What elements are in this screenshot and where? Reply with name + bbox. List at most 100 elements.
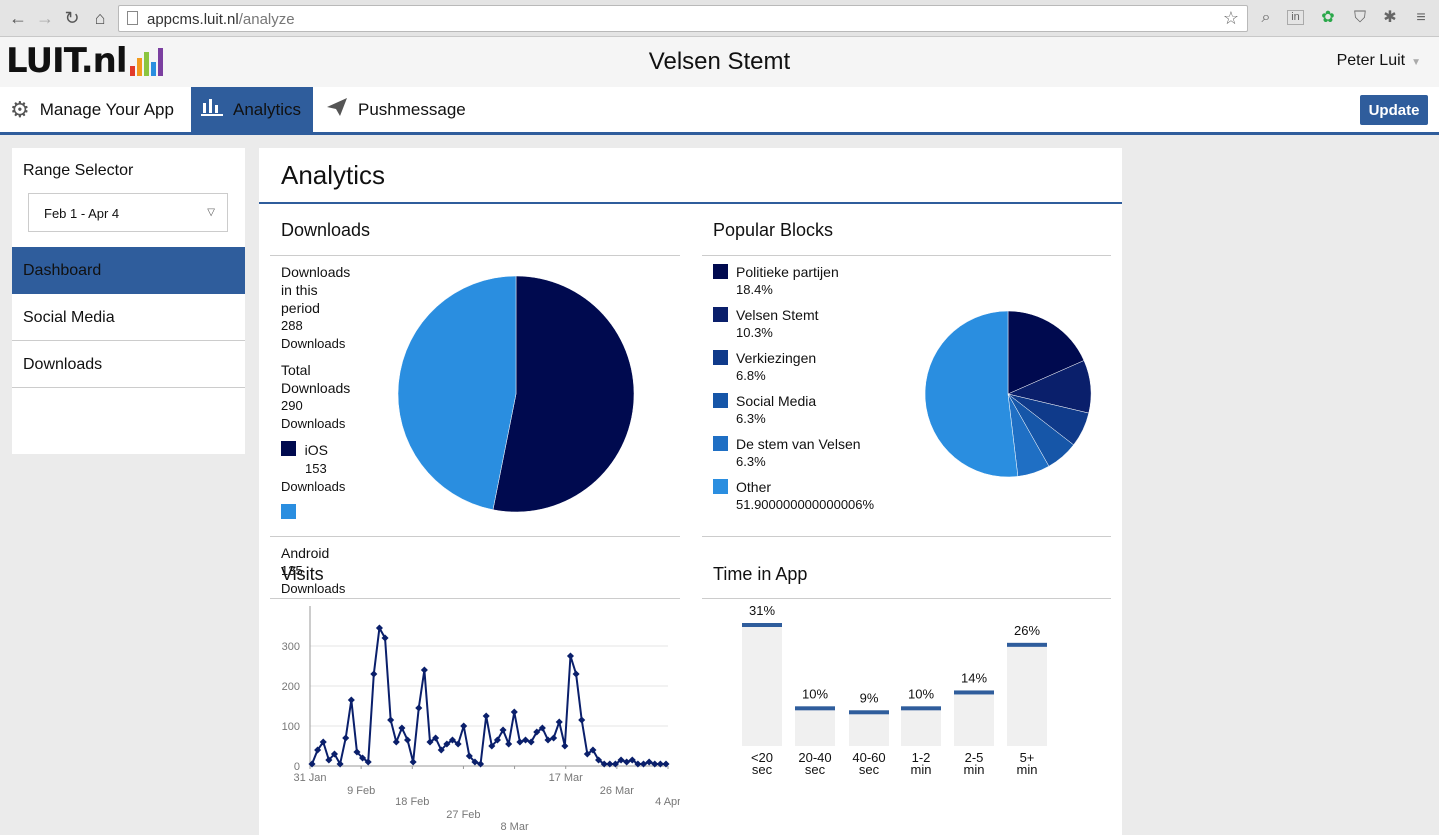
- user-menu[interactable]: Peter Luit ▼: [1336, 52, 1421, 69]
- visits-point: [488, 742, 496, 750]
- visits-point: [432, 734, 440, 742]
- time-category-label: <20: [751, 750, 773, 765]
- caret-down-icon: ▼: [1411, 57, 1421, 68]
- logo-bars-icon: [129, 46, 163, 76]
- legend-label: De stem van Velsen: [736, 436, 861, 452]
- visits-point: [533, 728, 541, 736]
- visits-point: [482, 712, 490, 720]
- zoom-icon[interactable]: ⌕: [1261, 9, 1271, 26]
- visits-point: [460, 722, 468, 730]
- popular-blocks-legend: Politieke partijen 18.4% Velsen Stemt 10.3%…: [713, 264, 874, 522]
- tab-analytics[interactable]: Analytics: [191, 87, 313, 132]
- visits-point: [544, 736, 552, 744]
- time-category-label: min: [1017, 762, 1038, 777]
- downloads-divider: [270, 255, 680, 256]
- time-bar-cap: [901, 706, 941, 711]
- home-icon[interactable]: ⌂: [94, 8, 106, 28]
- visits-point: [314, 746, 322, 754]
- visits-point: [651, 760, 659, 768]
- android-legend-swatch: [281, 504, 296, 519]
- linkedin-extension-icon[interactable]: in: [1287, 10, 1304, 25]
- visits-point: [639, 760, 648, 768]
- sidebar-item-dashboard[interactable]: Dashboard: [12, 247, 245, 294]
- shield-extension-icon[interactable]: ⛉: [1353, 9, 1366, 26]
- back-icon[interactable]: ←: [9, 8, 27, 28]
- update-button[interactable]: Update: [1360, 95, 1428, 125]
- extension-green-icon[interactable]: ✿: [1321, 9, 1335, 26]
- visits-point: [505, 740, 513, 748]
- pie-slice-android: [397, 275, 517, 511]
- x-tick-label: 4 Apr: [655, 796, 680, 808]
- visits-point: [510, 708, 518, 716]
- visits-point: [645, 758, 653, 766]
- visits-point: [325, 756, 333, 764]
- visits-point: [454, 740, 462, 748]
- visits-point: [353, 748, 361, 756]
- legend-label: Social Media: [736, 393, 817, 409]
- visits-point: [499, 726, 507, 734]
- y-tick-label: 100: [282, 721, 300, 733]
- visits-point: [403, 736, 412, 744]
- legend-item: De stem van Velsen 6.3%: [713, 436, 874, 479]
- sidebar-item-social-media[interactable]: Social Media: [12, 294, 245, 341]
- visits-point: [550, 734, 558, 742]
- time-category-label: min: [964, 762, 985, 777]
- time-bar-cap: [742, 623, 782, 627]
- bug-extension-icon[interactable]: ✱: [1383, 9, 1397, 26]
- visits-point: [606, 760, 614, 768]
- legend-item: Velsen Stemt 10.3%: [713, 307, 874, 350]
- x-tick-label: 9 Feb: [347, 785, 375, 797]
- legend-swatch: [713, 264, 728, 279]
- visits-point: [364, 758, 372, 766]
- visits-line-chart: 0 100 200 300 31 Jan 9 Feb 18 Feb 27 Feb 8 Mar 17…: [282, 606, 680, 833]
- visits-point: [409, 758, 417, 766]
- url-text: appcms.luit.nl/analyze: [147, 11, 295, 28]
- popular-blocks-title: Popular Blocks: [713, 220, 834, 240]
- downloads-stats: Downloads in this period 288 Downloads T…: [281, 263, 371, 598]
- downloads-pie-chart: [397, 275, 635, 513]
- time-category-label: 40-60: [852, 750, 885, 765]
- main-tab-bar: ⚙ Manage Your App Analytics Pushmessage …: [0, 87, 1439, 135]
- app-header: LUIT.nl Velsen Stemt Peter Luit ▼: [0, 37, 1439, 87]
- section-divider-right: [702, 536, 1111, 537]
- address-bar[interactable]: appcms.luit.nl/analyze ☆: [118, 5, 1248, 32]
- time-bar: [849, 710, 889, 746]
- visits-point: [415, 704, 423, 712]
- x-tick-label: 27 Feb: [446, 809, 480, 821]
- visits-point: [398, 724, 406, 732]
- legend-item: Other 51.900000000000006%: [713, 479, 874, 522]
- reload-icon[interactable]: ↻: [64, 8, 80, 28]
- legend-swatch: [713, 479, 728, 494]
- luit-logo[interactable]: LUIT.nl: [6, 41, 163, 81]
- time-category-label: min: [911, 762, 932, 777]
- pie-slice-politieke-partijen: [1007, 310, 1085, 395]
- visits-point: [336, 760, 344, 768]
- visits-point: [600, 760, 608, 768]
- y-tick-label: 0: [294, 761, 300, 773]
- legend-swatch: [713, 307, 728, 322]
- time-category-label: 1-2: [912, 750, 931, 765]
- time-category-label: 2-5: [965, 750, 984, 765]
- x-tick-label: 26 Mar: [600, 785, 635, 797]
- time-bar-label: 9%: [860, 690, 879, 705]
- time-in-app-bar-chart: 31%<20sec10%20-40sec9%40-60sec10%1-2min1…: [742, 603, 1047, 777]
- popular-blocks-divider: [702, 255, 1111, 256]
- side-nav: Dashboard Social Media Downloads: [12, 247, 245, 388]
- forward-icon[interactable]: →: [36, 8, 54, 28]
- downloads-title: Downloads: [281, 220, 371, 240]
- visits-point: [443, 740, 451, 748]
- menu-icon[interactable]: ≡: [1416, 9, 1426, 26]
- tab-manage-your-app[interactable]: ⚙ Manage Your App: [10, 96, 174, 122]
- legend-label: Velsen Stemt: [736, 307, 819, 323]
- page-icon: [127, 11, 138, 25]
- bookmark-star-icon[interactable]: ☆: [1222, 8, 1239, 28]
- sidebar-item-downloads[interactable]: Downloads: [12, 341, 245, 388]
- visits-point: [561, 742, 569, 750]
- range-select[interactable]: Feb 1 - Apr 4 ▽: [28, 193, 228, 232]
- visits-point: [308, 760, 316, 768]
- title-divider: [259, 202, 1122, 204]
- time-category-label: sec: [805, 762, 826, 777]
- legend-swatch: [713, 436, 728, 451]
- tab-pushmessage[interactable]: Pushmessage: [316, 87, 476, 132]
- time-bar: [742, 623, 782, 746]
